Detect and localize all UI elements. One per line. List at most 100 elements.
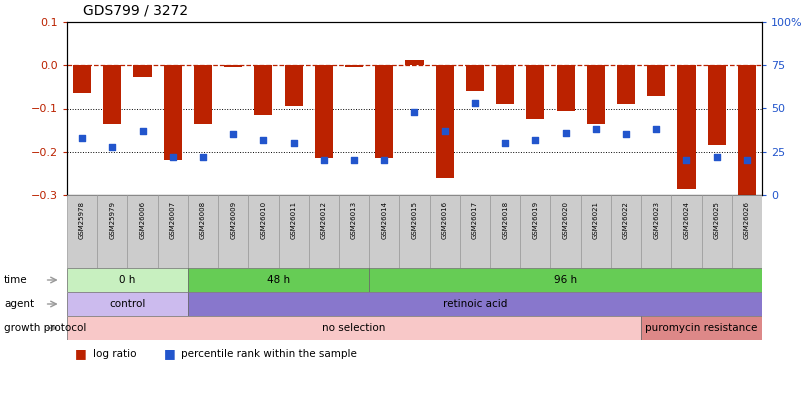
Point	[196, 154, 209, 160]
Bar	[731, 195, 761, 268]
Text: GSM26010: GSM26010	[260, 201, 266, 239]
Point	[558, 130, 571, 136]
Bar	[284, 65, 302, 107]
Bar	[369, 195, 399, 268]
Text: GSM26012: GSM26012	[320, 201, 327, 239]
Text: GSM26008: GSM26008	[200, 201, 206, 239]
Bar	[194, 65, 212, 124]
Bar	[526, 65, 544, 119]
Bar	[254, 65, 272, 115]
Point	[408, 109, 421, 115]
Bar	[707, 65, 725, 145]
Bar	[339, 195, 369, 268]
Bar	[73, 65, 91, 94]
Text: GSM26021: GSM26021	[592, 201, 598, 239]
Text: retinoic acid: retinoic acid	[442, 299, 507, 309]
Bar	[616, 65, 634, 104]
Bar	[490, 195, 520, 268]
Bar	[375, 65, 393, 158]
Point	[75, 135, 88, 141]
Bar	[369, 268, 761, 292]
Text: GSM26017: GSM26017	[471, 201, 477, 239]
Bar	[399, 195, 429, 268]
Text: control: control	[109, 299, 145, 309]
Bar	[646, 65, 664, 96]
Text: GSM26020: GSM26020	[562, 201, 568, 239]
Text: GSM26013: GSM26013	[351, 201, 357, 239]
Bar	[405, 60, 423, 65]
Point	[438, 128, 450, 134]
Bar	[278, 195, 308, 268]
Bar	[556, 65, 574, 111]
Bar	[67, 195, 97, 268]
Bar	[188, 268, 369, 292]
Bar	[640, 316, 761, 340]
Text: 48 h: 48 h	[267, 275, 290, 285]
Point	[528, 136, 541, 143]
Bar	[128, 195, 157, 268]
Text: GSM26026: GSM26026	[743, 201, 749, 239]
Point	[226, 131, 239, 138]
Text: time: time	[4, 275, 27, 285]
Point	[679, 157, 692, 164]
Text: GDS799 / 3272: GDS799 / 3272	[83, 4, 188, 18]
Text: agent: agent	[4, 299, 34, 309]
Text: log ratio: log ratio	[92, 349, 136, 359]
Bar	[737, 65, 755, 195]
Bar	[218, 195, 248, 268]
Bar	[67, 292, 188, 316]
Point	[347, 157, 360, 164]
Point	[498, 140, 511, 146]
Point	[649, 126, 662, 132]
Point	[106, 143, 119, 150]
Text: ■: ■	[75, 347, 87, 360]
Bar	[164, 65, 181, 160]
Bar	[188, 292, 761, 316]
Point	[166, 154, 179, 160]
Text: ■: ■	[163, 347, 175, 360]
Bar	[224, 65, 242, 66]
Point	[257, 136, 270, 143]
Text: GSM25979: GSM25979	[109, 201, 115, 239]
Text: 0 h: 0 h	[119, 275, 136, 285]
Text: GSM26006: GSM26006	[140, 201, 145, 239]
Bar	[550, 195, 580, 268]
Point	[740, 157, 752, 164]
Bar	[67, 316, 640, 340]
Bar	[429, 195, 459, 268]
Point	[377, 157, 390, 164]
Text: GSM26007: GSM26007	[169, 201, 176, 239]
Bar	[610, 195, 640, 268]
Bar	[344, 65, 363, 67]
Bar	[435, 65, 453, 178]
Text: GSM26022: GSM26022	[622, 201, 628, 239]
Text: GSM26025: GSM26025	[713, 201, 719, 239]
Text: puromycin resistance: puromycin resistance	[645, 323, 756, 333]
Text: GSM26019: GSM26019	[532, 201, 538, 239]
Text: 96 h: 96 h	[553, 275, 577, 285]
Text: GSM26011: GSM26011	[290, 201, 296, 239]
Bar	[97, 195, 128, 268]
Bar	[520, 195, 550, 268]
Bar	[701, 195, 731, 268]
Bar	[103, 65, 121, 124]
Point	[468, 100, 481, 107]
Text: GSM25978: GSM25978	[79, 201, 85, 239]
Bar	[248, 195, 278, 268]
Bar	[133, 65, 152, 77]
Bar	[465, 65, 483, 91]
Bar	[677, 65, 695, 188]
Point	[136, 128, 149, 134]
Point	[619, 131, 632, 138]
Text: GSM26018: GSM26018	[502, 201, 507, 239]
Text: growth protocol: growth protocol	[4, 323, 86, 333]
Bar	[580, 195, 610, 268]
Point	[589, 126, 601, 132]
Bar	[315, 65, 332, 158]
Point	[709, 154, 722, 160]
Bar	[640, 195, 671, 268]
Text: GSM26024: GSM26024	[683, 201, 689, 239]
Text: GSM26015: GSM26015	[411, 201, 417, 239]
Bar	[586, 65, 604, 124]
Point	[317, 157, 330, 164]
